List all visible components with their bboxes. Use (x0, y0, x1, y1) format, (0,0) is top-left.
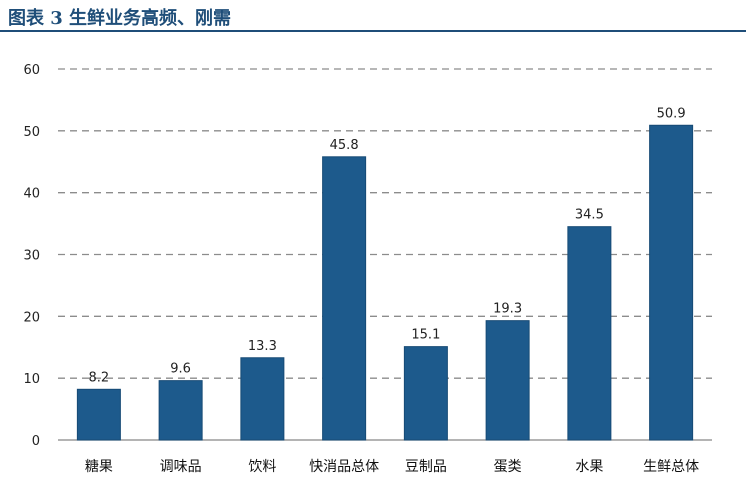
y-tick-label: 20 (23, 310, 40, 325)
data-label: 34.5 (575, 208, 604, 223)
y-tick-label: 0 (32, 434, 40, 449)
y-tick-label: 40 (23, 187, 40, 202)
category-label: 蛋类 (494, 459, 522, 475)
figure-title: 图表 3 生鲜业务高频、刚需 (8, 8, 232, 29)
y-tick-label: 50 (23, 125, 40, 140)
y-axis-tick-labels: 0 10 20 30 40 50 60 (23, 63, 40, 449)
data-label: 9.6 (170, 362, 191, 377)
y-tick-label: 60 (23, 63, 40, 78)
bars (76, 124, 694, 441)
category-label: 调味品 (160, 459, 202, 475)
category-label: 生鲜总体 (643, 459, 699, 475)
bar-2 (158, 380, 203, 441)
data-label: 15.1 (411, 328, 440, 343)
data-label: 45.8 (330, 138, 359, 153)
data-labels: 8.2 9.6 13.3 45.8 15.1 19.3 34.5 50.9 (89, 106, 686, 385)
bar-3 (240, 357, 285, 441)
bar-5 (403, 346, 448, 441)
category-label: 豆制品 (405, 459, 447, 475)
title-rule (0, 30, 746, 32)
data-label: 13.3 (248, 339, 277, 354)
category-label: 饮料 (248, 459, 276, 475)
bar-8 (649, 124, 694, 441)
bar-4 (322, 156, 367, 441)
data-label: 19.3 (493, 302, 522, 317)
x-axis-category-labels: 糖果 调味品 饮料 快消品总体 豆制品 蛋类 水果 生鲜总体 (85, 459, 699, 475)
bar-7 (567, 226, 612, 441)
y-tick-label: 10 (23, 372, 40, 387)
category-label: 糖果 (85, 459, 113, 475)
data-label: 8.2 (89, 370, 110, 385)
bar-6 (485, 320, 530, 441)
bar-1 (76, 388, 121, 441)
data-label: 50.9 (657, 106, 686, 121)
y-tick-label: 30 (23, 249, 40, 264)
category-label: 水果 (575, 459, 603, 475)
category-label: 快消品总体 (309, 459, 379, 475)
gridlines (58, 68, 712, 379)
